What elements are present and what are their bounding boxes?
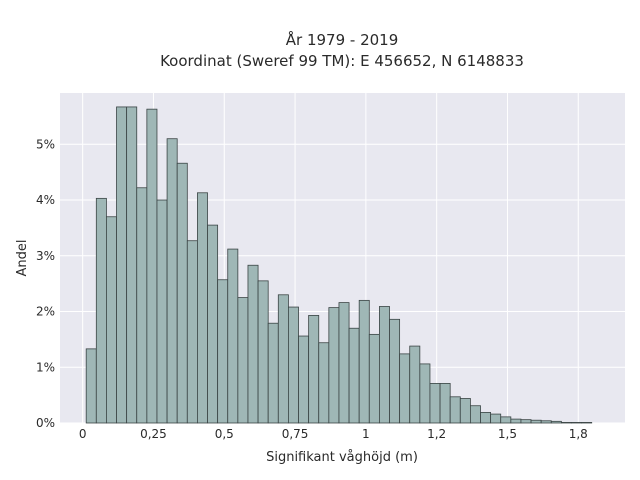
histogram-bar: [288, 306, 299, 424]
histogram-bar: [328, 307, 340, 424]
histogram-bar: [560, 422, 572, 424]
bars: [85, 106, 593, 424]
histogram-bar: [85, 348, 97, 424]
histogram-bar: [510, 418, 522, 424]
histogram-bar: [368, 333, 380, 424]
histogram-bar: [308, 315, 320, 424]
histogram-bar: [106, 216, 117, 424]
histogram-bar: [247, 264, 259, 424]
histogram-bar: [459, 398, 471, 424]
x-tick-label: 0,5: [215, 427, 234, 441]
histogram-bar: [197, 192, 208, 424]
x-axis-label: Signifikant våghöjd (m): [266, 450, 418, 465]
y-tick-label: 4%: [36, 193, 55, 207]
histogram-bar: [207, 224, 219, 424]
histogram-bar: [358, 299, 370, 424]
y-tick-label: 2%: [36, 305, 55, 319]
x-tick-label: 0,75: [282, 427, 309, 441]
x-tick-label: 0: [79, 427, 87, 441]
y-tick-label: 0%: [36, 416, 55, 430]
x-tick-label: 1,8: [569, 427, 588, 441]
x-tick-label: 1: [362, 427, 370, 441]
histogram-bar: [257, 280, 269, 424]
histogram-bar: [136, 187, 148, 424]
histogram-bar: [520, 419, 532, 424]
histogram-bar: [550, 420, 562, 424]
x-tick-label: 1,2: [427, 427, 446, 441]
histogram-bar: [490, 413, 502, 424]
y-tick-label: 3%: [36, 249, 55, 263]
y-tick-label: 5%: [36, 137, 55, 151]
histogram-bar: [95, 197, 107, 424]
chart-title-line2: Koordinat (Sweref 99 TM): E 456652, N 61…: [160, 52, 524, 70]
histogram-bar: [389, 318, 401, 424]
histogram-bar: [237, 297, 249, 424]
y-tick-label: 1%: [36, 360, 55, 374]
histogram-bar: [126, 106, 138, 424]
histogram-bar: [267, 322, 279, 424]
histogram-bar: [409, 345, 421, 424]
histogram-bar: [429, 383, 441, 424]
histogram-bar: [540, 420, 552, 424]
x-tick-label: 1,5: [498, 427, 517, 441]
histogram-bar: [227, 248, 239, 424]
histogram-bar: [530, 419, 542, 424]
y-ticks: 0% 1% 2% 3% 4% 5%: [36, 137, 55, 430]
histogram-bar: [469, 405, 481, 424]
x-tick-label: 0,25: [140, 427, 167, 441]
histogram-bar: [298, 335, 310, 424]
histogram-bar: [176, 162, 188, 424]
histogram-bar: [156, 199, 168, 424]
histogram-bar: [439, 383, 451, 424]
histogram-bar: [318, 342, 330, 424]
histogram-bar: [449, 396, 461, 424]
histogram-bar: [500, 416, 512, 424]
histogram-bar: [399, 353, 411, 424]
histogram-bar: [581, 422, 593, 424]
y-axis-label: Andel: [15, 240, 30, 277]
histogram-bar: [571, 422, 583, 424]
histogram-bar: [419, 363, 431, 424]
histogram-bar: [338, 302, 350, 424]
histogram-bar: [146, 108, 158, 424]
chart-title-line1: År 1979 - 2019: [286, 30, 399, 49]
histogram-bar: [116, 106, 128, 424]
histogram-bar: [379, 306, 390, 424]
x-ticks: 0 0,25 0,5 0,75 1 1,2 1,5 1,8: [79, 427, 588, 441]
histogram-bar: [166, 138, 178, 424]
histogram-bar: [277, 294, 289, 424]
histogram-bar: [186, 240, 198, 424]
histogram-bar: [348, 327, 360, 424]
histogram-bar: [480, 412, 492, 424]
histogram-bar: [217, 279, 229, 424]
